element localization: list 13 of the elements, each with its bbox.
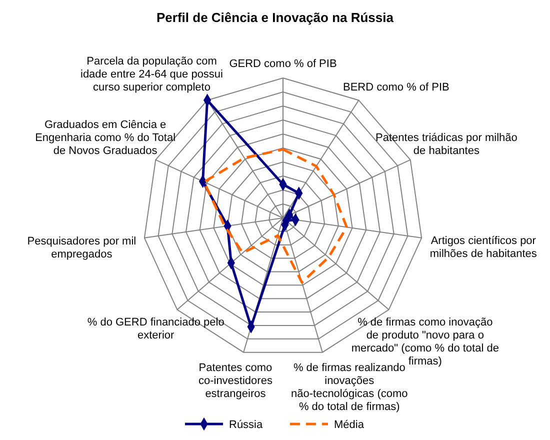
legend-label: Média	[334, 419, 365, 431]
spoke-label: % do GERD financiado pelo exterior	[87, 316, 224, 342]
spoke-label: Pesquisadores por mil empregados	[27, 235, 136, 260]
spoke-label: Parcela da população com idade entre 24-64 que possui curso superior completo	[80, 56, 223, 94]
spoke-label: Artigos científicos por milhões de habitantes	[430, 235, 538, 260]
spoke-label: % de firmas realizando inovações não-tecnológicas (como % do total de firmas)	[291, 362, 408, 413]
spoke-label: Patentes triádicas por milhão de habitantes	[376, 132, 518, 157]
spoke-label: Patentes como co-investidores estrangeiros	[198, 362, 273, 400]
spoke-label: Graduados em Ciência e Engenharia como % do Total de Novos Graduados	[35, 118, 176, 157]
spoke-label: GERD como % of PIB	[229, 58, 337, 70]
chart-title: Perfil de Ciência e Inovação na Rússia	[156, 10, 394, 25]
legend-label: Rússia	[229, 419, 264, 431]
spoke-label: BERD como % of PIB	[343, 82, 450, 94]
